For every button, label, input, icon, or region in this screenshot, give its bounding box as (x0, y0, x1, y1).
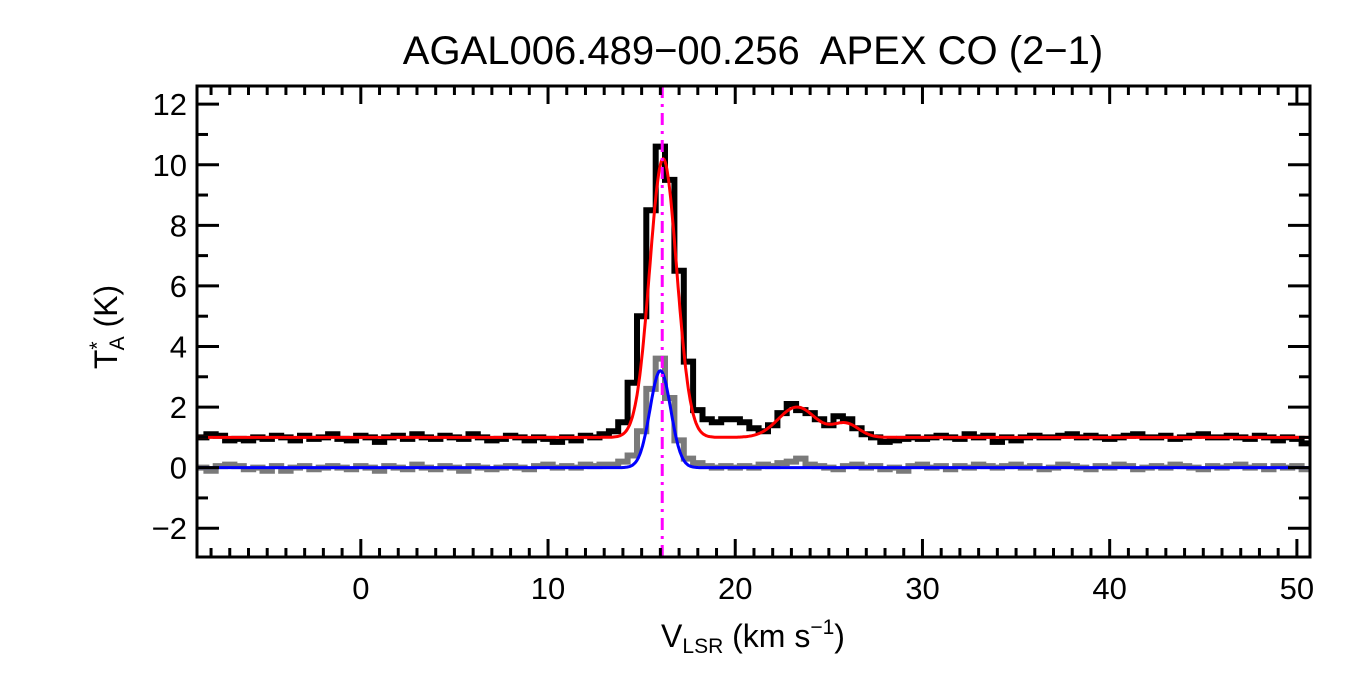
x-label-sub: LSR (682, 635, 723, 658)
y-label-main: T (88, 350, 124, 370)
fit-blue-line (197, 369, 1310, 470)
y-axis-label: T*A (K) (86, 285, 129, 369)
chart-title: AGAL006.489−00.256 APEX CO (2−1) (403, 29, 1103, 73)
x-label-sup: −1 (810, 616, 834, 639)
y-tick-label: 0 (170, 451, 187, 486)
series-group (197, 86, 1310, 557)
x-label-rest: (km s (723, 618, 810, 654)
y-label-sup: * (86, 341, 109, 349)
axes: 0 10 20 30 40 50 −2 0 2 4 6 8 10 12 (152, 84, 1314, 606)
x-tick-label: 30 (905, 571, 939, 606)
y-tick-label: 2 (170, 390, 187, 425)
x-tick-label: 50 (1280, 571, 1314, 606)
plot-area (197, 86, 1310, 557)
y-tick-label: 4 (170, 329, 187, 364)
y-tick-label: −2 (152, 511, 187, 546)
y-tick-label: 8 (170, 208, 187, 243)
x-label-end: ) (834, 618, 845, 654)
y-tick-label: 10 (153, 148, 187, 183)
x-tick-label: 0 (352, 571, 369, 606)
plot-frame (195, 84, 1312, 559)
spectrum-gray-histogram (197, 355, 1310, 474)
x-tick-label: 10 (531, 571, 565, 606)
y-tick-label: 12 (153, 87, 187, 122)
y-tick-label: 6 (170, 269, 187, 304)
x-label-main: V (661, 618, 683, 654)
y-label-sub: A (106, 336, 129, 350)
x-tick-label: 20 (718, 571, 752, 606)
x-axis-label: VLSR (km s−1) (661, 616, 845, 658)
x-tick-label: 40 (1092, 571, 1126, 606)
y-label-rest: (K) (88, 285, 124, 337)
spectrum-black-histogram (197, 143, 1310, 447)
fit-red-line (197, 156, 1310, 439)
